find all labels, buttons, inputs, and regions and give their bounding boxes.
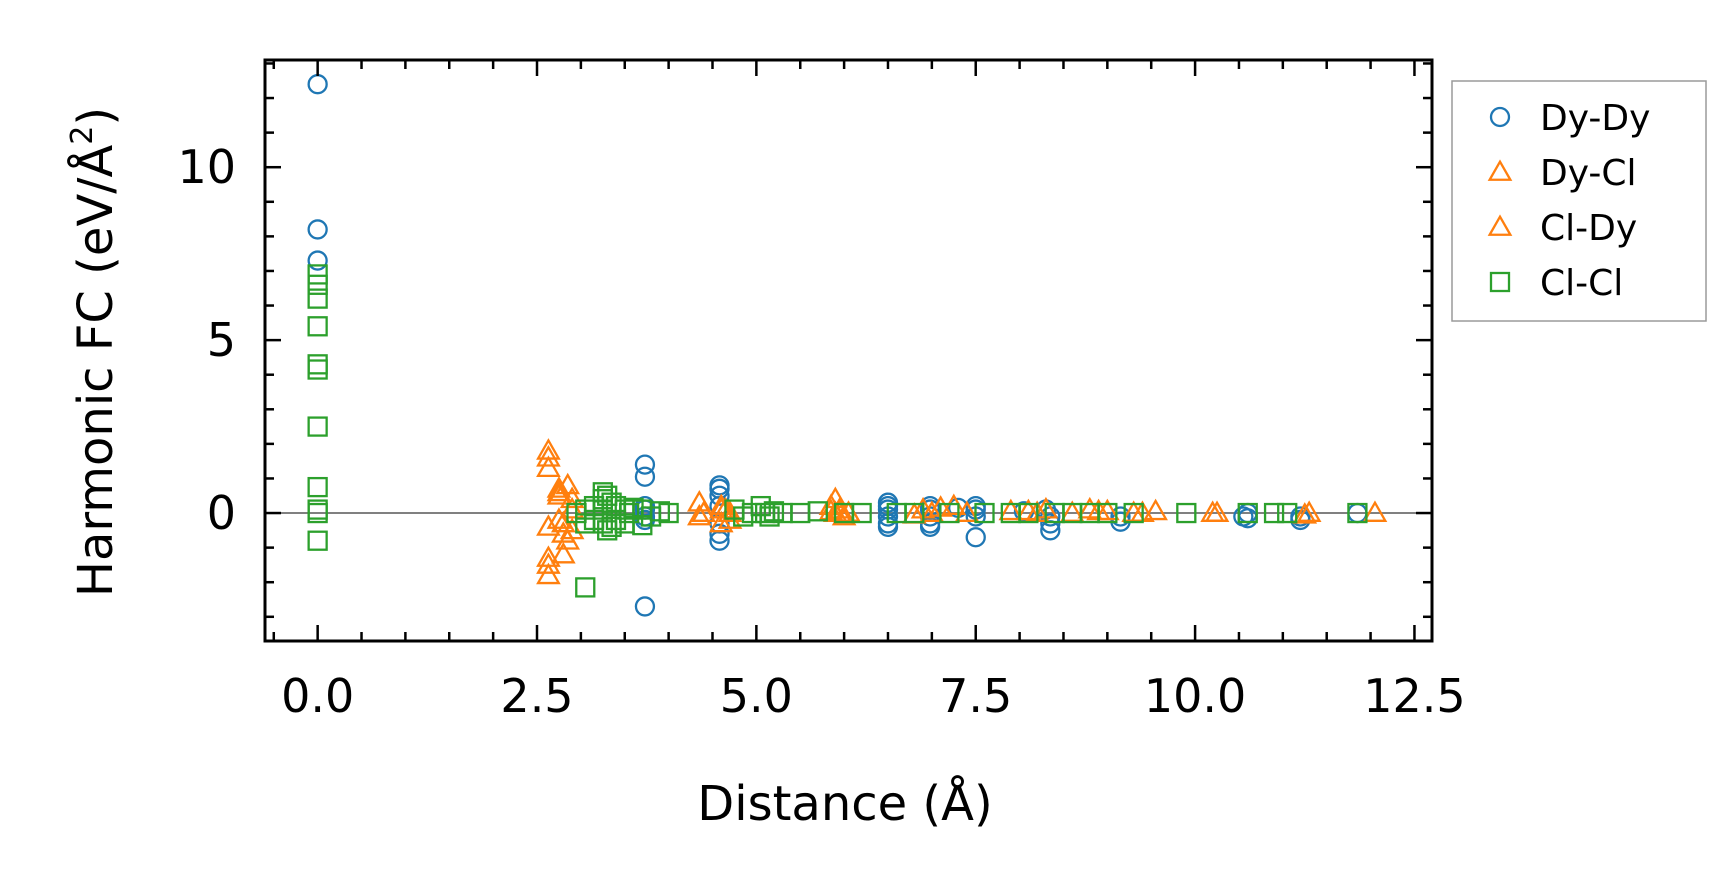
legend-label-dy-cl: Dy-Cl (1540, 153, 1637, 194)
data-points-group (307, 74, 1388, 617)
data-point-dy-dy (634, 596, 656, 617)
data-point-dy-dy (709, 523, 730, 544)
data-point-cl-cl (939, 502, 960, 524)
data-point-dy-dy (965, 527, 986, 548)
data-point-cl-dy (954, 500, 980, 522)
x-tick-labels: 0.0 2.5 5.0 7.5 10.0 12.5 (281, 669, 1466, 723)
legend-label-cl-cl: Cl-Cl (1540, 263, 1623, 304)
data-point-dy-cl (546, 476, 572, 498)
x-tick-label: 0.0 (281, 669, 354, 723)
series-dy-dy (307, 74, 1368, 617)
data-point-dy-cl (687, 503, 712, 526)
x-tick-label: 7.5 (939, 669, 1012, 723)
data-point-cl-dy (1204, 500, 1230, 522)
data-point-dy-dy (634, 466, 656, 487)
plot-frame (263, 58, 1434, 643)
data-point-cl-cl (601, 516, 622, 538)
data-point-cl-dy (536, 455, 561, 477)
data-point-dy-cl (1362, 500, 1388, 522)
data-point-cl-cl (1123, 502, 1144, 524)
legend-label-cl-dy: Cl-Dy (1540, 208, 1637, 249)
x-axis-label: Distance (Å) (697, 775, 992, 832)
data-point-cl-dy (998, 498, 1024, 521)
data-point-cl-cl (307, 316, 328, 337)
data-point-cl-cl (851, 502, 872, 524)
y-axis-label-main: Harmonic FC (eV/Å (67, 145, 124, 598)
data-point-cl-dy (555, 528, 581, 550)
legend-label-dy-dy: Dy-Dy (1540, 98, 1650, 139)
data-point-cl-cl (307, 359, 328, 380)
data-point-dy-cl (555, 472, 581, 495)
data-point-cl-dy (546, 479, 572, 502)
data-point-cl-cl (1347, 502, 1368, 524)
data-point-cl-cl (1237, 502, 1258, 524)
data-point-cl-cl (307, 476, 328, 498)
data-point-dy-cl (1143, 498, 1168, 521)
data-point-dy-cl (546, 483, 572, 505)
data-point-cl-cl (974, 502, 995, 524)
legend-box (1451, 80, 1707, 322)
x-tick-label: 2.5 (500, 669, 573, 723)
x-tick-label: 5.0 (720, 669, 793, 723)
data-point-dy-dy (1110, 506, 1131, 527)
data-point-cl-cl (307, 354, 328, 375)
y-tick-label: 10 (177, 140, 236, 194)
data-point-cl-dy (691, 500, 717, 522)
data-point-cl-cl (904, 502, 925, 524)
data-point-cl-cl (575, 577, 596, 598)
data-point-cl-cl (307, 530, 328, 551)
data-point-cl-dy (1095, 498, 1120, 521)
legend-marker-cl-cl (1489, 271, 1511, 293)
data-point-cl-dy (1059, 500, 1085, 522)
data-point-dy-cl (550, 541, 576, 564)
data-point-cl-cl (658, 502, 679, 524)
x-tick-label: 10.0 (1144, 669, 1246, 723)
legend-marker-dy-dy (1489, 106, 1511, 128)
axis-ticks-group (265, 60, 1432, 641)
y-tick-labels: 0 5 10 (177, 140, 236, 540)
legend-marker-cl-dy (1487, 214, 1513, 236)
data-point-dy-dy (1040, 513, 1061, 534)
x-tick-label: 12.5 (1363, 669, 1465, 723)
data-point-dy-cl (536, 514, 561, 536)
data-point-dy-cl (536, 562, 561, 585)
data-point-cl-cl (1018, 502, 1039, 524)
data-point-dy-dy (709, 485, 730, 506)
data-point-cl-cl (1277, 502, 1298, 524)
data-point-dy-dy (307, 74, 328, 95)
data-point-cl-cl (1263, 502, 1285, 524)
y-axis-label-superscript: 2 (65, 126, 100, 145)
legend: Dy-Dy Dy-Cl Cl-Dy Cl-Cl (1451, 80, 1707, 322)
data-point-cl-cl (307, 502, 328, 524)
data-point-cl-cl (618, 502, 640, 524)
data-point-dy-cl (536, 552, 561, 574)
data-point-cl-cl (1097, 502, 1118, 524)
data-point-dy-dy (307, 250, 328, 271)
data-point-cl-cl (307, 288, 328, 309)
y-axis-label: Harmonic FC (eV/Å2) (65, 107, 124, 597)
legend-marker-dy-cl (1487, 159, 1513, 181)
y-tick-label: 5 (207, 313, 236, 367)
data-point-cl-dy (919, 500, 945, 522)
data-point-dy-cl (536, 445, 561, 467)
data-point-cl-dy (536, 545, 561, 567)
data-point-dy-cl (546, 507, 572, 529)
data-point-cl-cl (759, 506, 780, 527)
data-point-cl-cl (307, 264, 328, 285)
data-point-cl-cl (807, 501, 828, 522)
y-tick-label: 0 (207, 486, 236, 540)
data-point-cl-cl (1176, 502, 1197, 524)
series-cl-cl (307, 264, 1368, 598)
data-point-cl-cl (307, 416, 328, 437)
y-axis-label-close: ) (68, 107, 124, 126)
data-point-cl-cl (307, 274, 328, 295)
data-point-dy-dy (634, 454, 656, 475)
data-point-dy-dy (307, 219, 328, 240)
data-point-cl-dy (1292, 502, 1318, 524)
data-point-dy-cl (708, 510, 734, 533)
data-point-dy-cl (1296, 500, 1322, 522)
